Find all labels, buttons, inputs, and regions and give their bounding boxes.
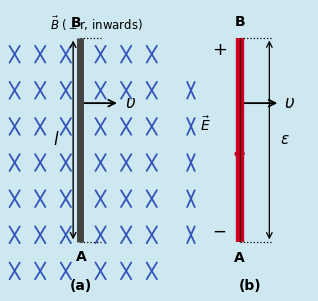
Text: $\vec{B}$ ($\perp$r, inwards): $\vec{B}$ ($\perp$r, inwards) [51, 15, 143, 33]
Text: B: B [71, 16, 81, 30]
Text: $-$: $-$ [212, 221, 226, 239]
Text: +: + [212, 41, 227, 59]
Text: (a): (a) [69, 279, 92, 293]
Text: A: A [76, 250, 87, 264]
Text: $\upsilon$: $\upsilon$ [125, 94, 136, 112]
Text: B: B [234, 14, 245, 29]
Text: $l$: $l$ [52, 131, 59, 149]
Text: $\varepsilon$: $\varepsilon$ [280, 132, 290, 147]
Text: $\upsilon$: $\upsilon$ [284, 94, 295, 112]
Text: $\vec{E}$: $\vec{E}$ [200, 116, 211, 134]
Text: A: A [234, 251, 245, 265]
Text: (b): (b) [239, 279, 262, 293]
